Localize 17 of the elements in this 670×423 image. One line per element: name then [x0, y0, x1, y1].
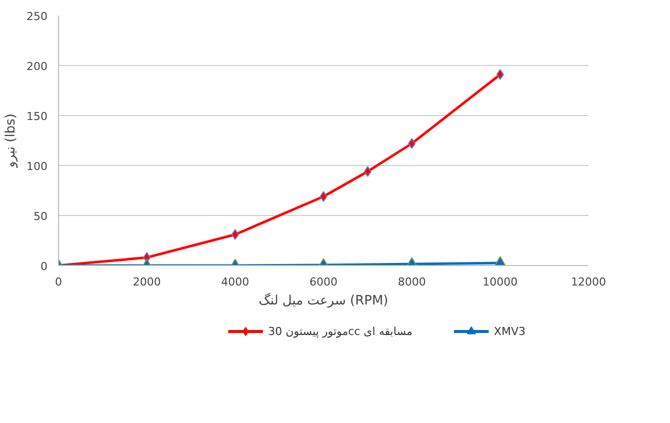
x-tick-label: 4000 — [221, 276, 250, 288]
x-tick-label: 2000 — [132, 276, 161, 288]
y-axis-title: نیرو (lbs) — [4, 114, 19, 168]
y-tick-label: 50 — [34, 210, 48, 223]
legend-label: موتور پیستون 30cc مسابقه ای — [268, 325, 413, 338]
x-tick-label: 0 — [55, 276, 62, 288]
y-tick-label: 100 — [26, 160, 48, 173]
legend-label: XMV3 — [494, 325, 526, 338]
y-tick-label: 200 — [26, 60, 48, 73]
y-tick-label: 0 — [40, 260, 48, 273]
y-tick-label: 250 — [26, 10, 48, 23]
x-tick-label: 12000 — [571, 276, 606, 288]
x-axis-title: سرعت میل لنگ (RPM) — [258, 292, 388, 308]
x-tick-label: 8000 — [398, 276, 426, 288]
x-tick-label: 10000 — [482, 276, 518, 288]
y-tick-label: 150 — [26, 110, 48, 123]
x-tick-label: 6000 — [310, 276, 338, 288]
